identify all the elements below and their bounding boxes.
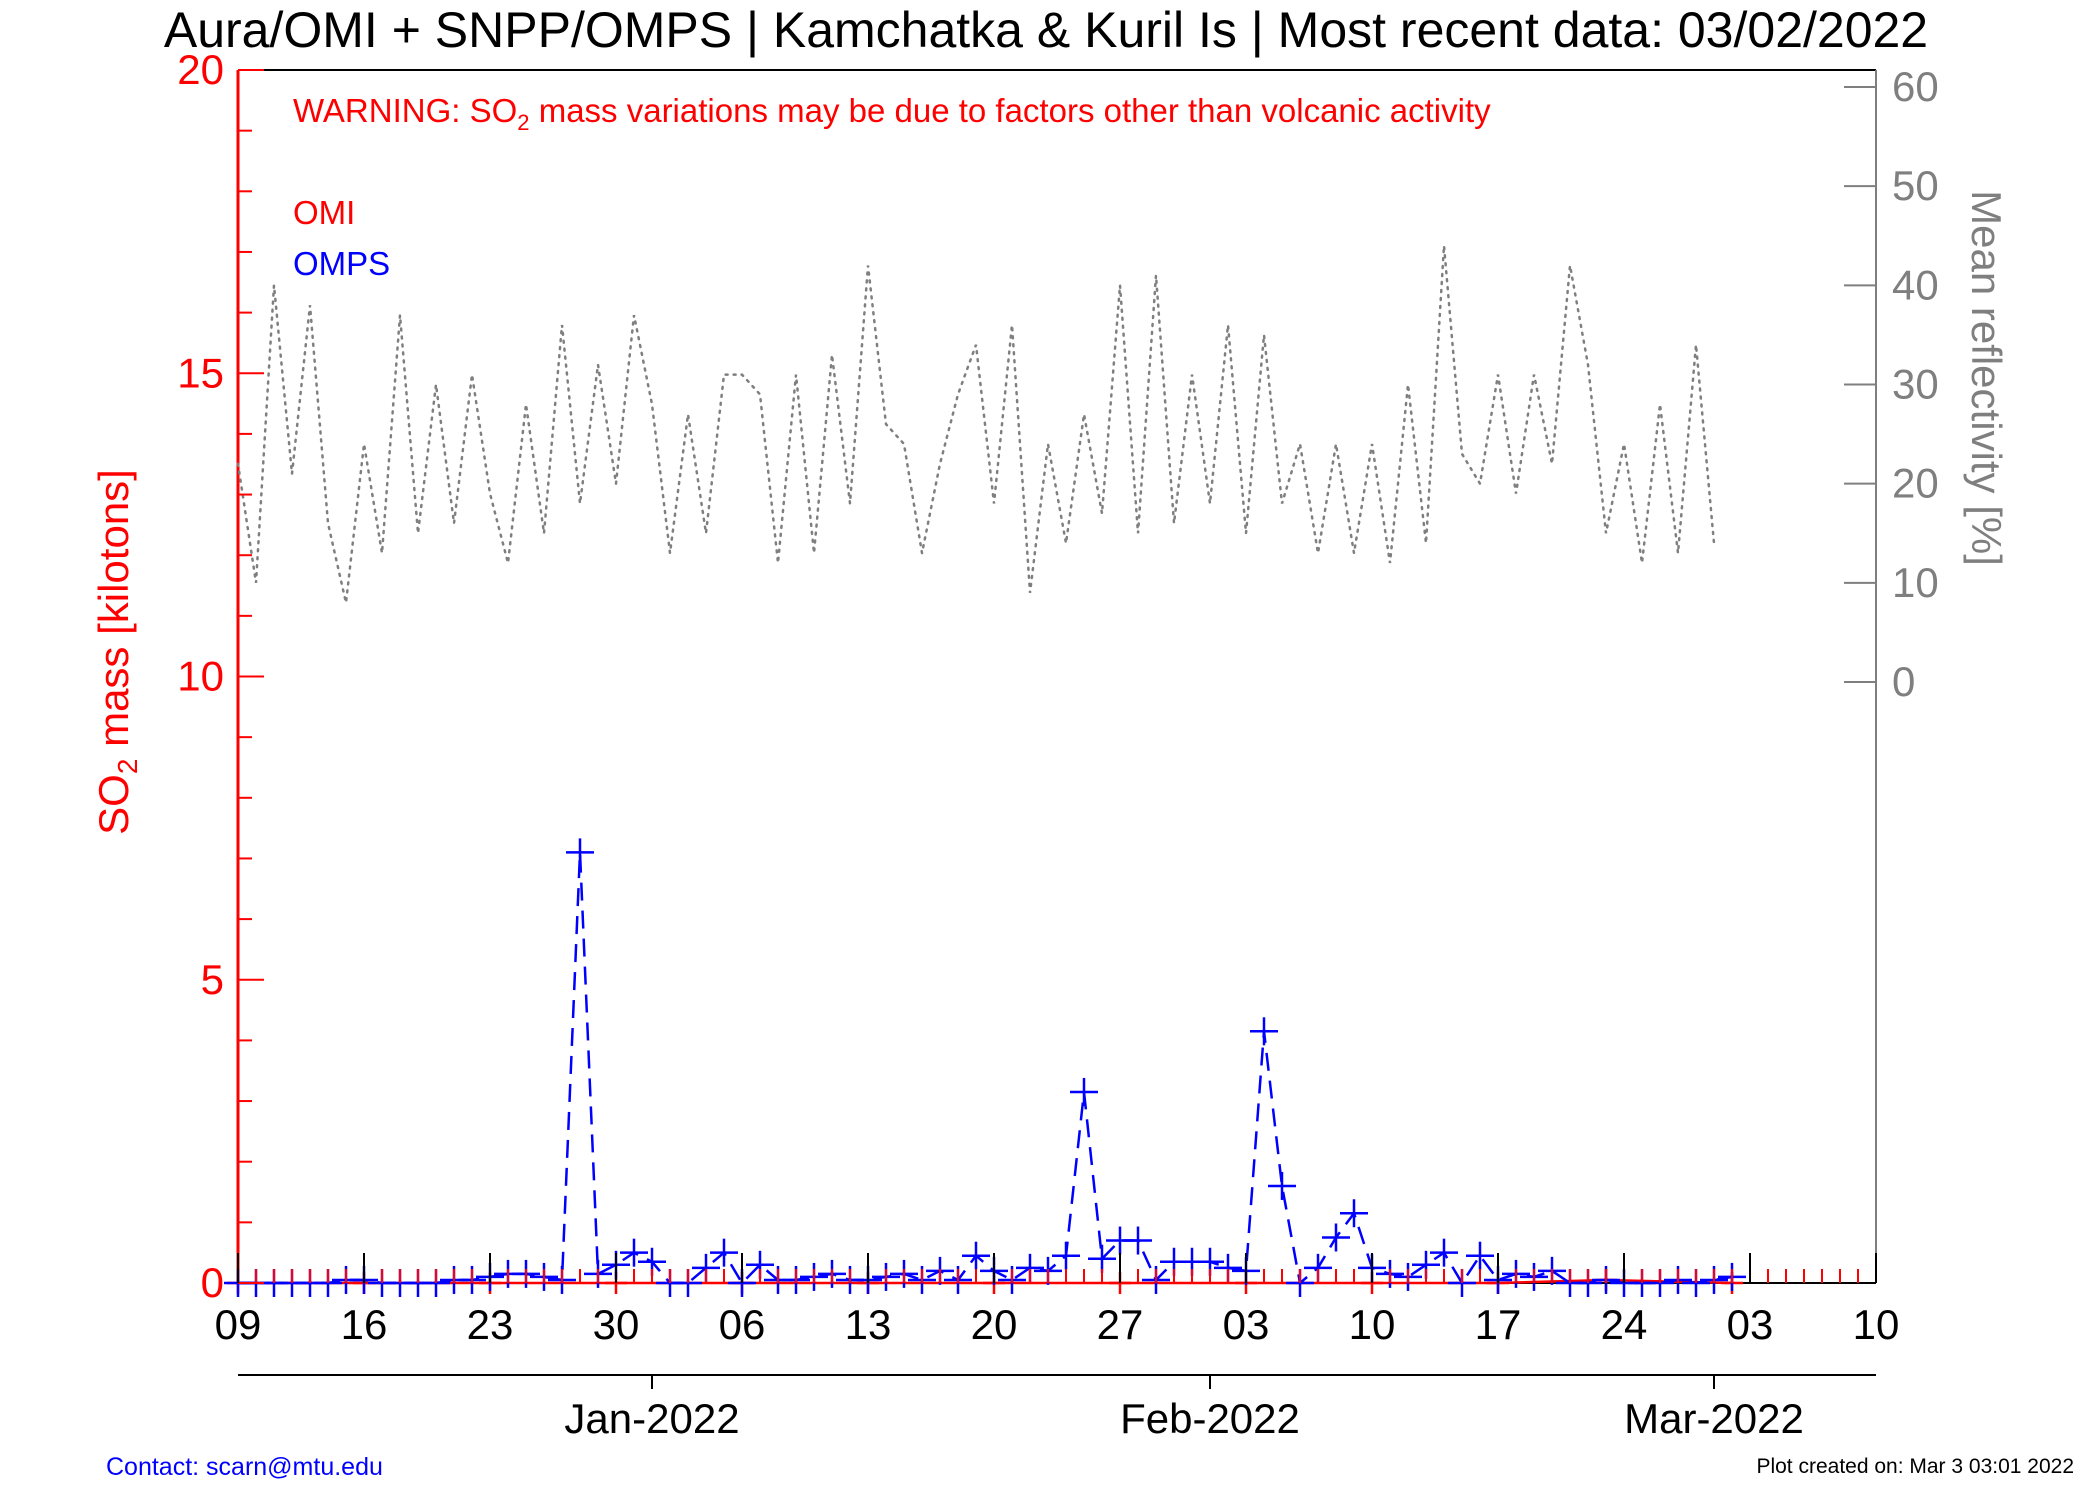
x-month-tick-label: Feb-2022 [1120, 1395, 1300, 1442]
omps-point [1088, 1244, 1116, 1273]
y-left-tick-label: 10 [177, 653, 224, 700]
omps-point [1268, 1171, 1296, 1200]
y-right-tick-label: 60 [1892, 63, 1939, 110]
reflectivity-series [236, 245, 1716, 603]
y-left-tick-label: 20 [177, 46, 224, 93]
x-day-tick-label: 30 [593, 1301, 640, 1348]
warning-text: WARNING: SO2 mass variations may be due … [293, 92, 1491, 135]
y-left-tick-label: 5 [201, 956, 224, 1003]
y-right-tick-label: 50 [1892, 162, 1939, 209]
omps-point [962, 1241, 990, 1270]
contact-link[interactable]: Contact: scarn@mtu.edu [106, 1453, 383, 1481]
y-axis-right-label: Mean reflectivity [%] [1963, 190, 2010, 566]
y-axis-left-label-suffix: mass [kilotons] [90, 469, 137, 758]
omps-point [1070, 1077, 1098, 1106]
plot-created-timestamp: Plot created on: Mar 3 03:01 2022 [1756, 1455, 2074, 1478]
omps-point [1124, 1226, 1152, 1255]
axes: 0 5 10 15 20 0 10 20 30 40 50 60 09 16 23 30 06 13 20 27 03 1… [177, 46, 1938, 1442]
warning-prefix: WARNING: SO [293, 92, 517, 129]
omps-point [1322, 1223, 1350, 1252]
omps-point [566, 838, 594, 867]
omps-line [238, 852, 1733, 1286]
warning-subscript: 2 [517, 110, 529, 135]
omps-point [1466, 1241, 1494, 1270]
x-day-tick-label: 13 [845, 1301, 892, 1348]
warning-suffix: mass variations may be due to factors ot… [530, 92, 1492, 129]
x-month-tick-label: Mar-2022 [1624, 1395, 1804, 1442]
x-day-tick-label: 03 [1727, 1301, 1774, 1348]
omps-point [710, 1238, 738, 1267]
chart-title: Aura/OMI + SNPP/OMPS | Kamchatka & Kuril… [164, 2, 1928, 58]
y-axis-left-label-prefix: SO [90, 774, 137, 835]
legend-omi: OMI [293, 194, 355, 231]
x-day-tick-label: 03 [1223, 1301, 1270, 1348]
x-day-tick-label: 16 [341, 1301, 388, 1348]
x-day-tick-label: 27 [1097, 1301, 1144, 1348]
omps-point [1340, 1199, 1368, 1228]
omps-point [1430, 1238, 1458, 1267]
y-axis-left-label-subscript: 2 [112, 759, 143, 775]
x-day-tick-label: 20 [971, 1301, 1018, 1348]
x-day-tick-label: 23 [467, 1301, 514, 1348]
x-day-tick-label: 10 [1349, 1301, 1396, 1348]
x-day-tick-label: 10 [1853, 1301, 1900, 1348]
omps-point [1052, 1241, 1080, 1270]
omps-point [1250, 1017, 1278, 1046]
omps-series [224, 838, 1746, 1297]
y-left-tick-label: 15 [177, 349, 224, 396]
x-day-tick-label: 09 [215, 1301, 262, 1348]
x-day-tick-label: 24 [1601, 1301, 1648, 1348]
x-month-tick-label: Jan-2022 [564, 1395, 739, 1442]
y-right-tick-label: 30 [1892, 361, 1939, 408]
legend-omps: OMPS [293, 245, 390, 282]
reflectivity-line [236, 245, 1716, 603]
omps-point [620, 1238, 648, 1267]
y-right-tick-label: 40 [1892, 261, 1939, 308]
y-right-tick-label: 0 [1892, 658, 1915, 705]
x-day-tick-label: 17 [1475, 1301, 1522, 1348]
y-axis-left-label: SO2 mass [kilotons] [90, 469, 143, 835]
y-left-tick-label: 0 [201, 1259, 224, 1306]
y-right-tick-label: 20 [1892, 460, 1939, 507]
x-day-tick-label: 06 [719, 1301, 766, 1348]
y-right-tick-label: 10 [1892, 559, 1939, 606]
plot-frame [236, 69, 1877, 1284]
